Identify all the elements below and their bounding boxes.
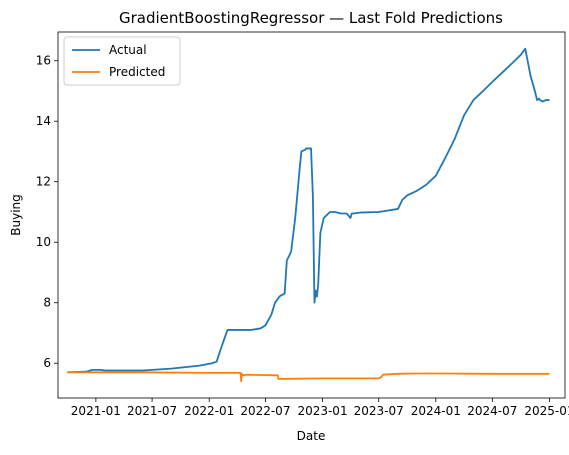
plot-area: [57, 31, 566, 399]
y-tick-label: 10: [36, 235, 51, 249]
y-tick-label: 6: [43, 356, 51, 370]
chart-title: GradientBoostingRegressor — Last Fold Pr…: [119, 9, 503, 27]
x-tick-label: 2023-07: [354, 404, 404, 418]
y-tick-label: 14: [36, 114, 51, 128]
series-layer: [67, 47, 550, 383]
y-axis-label: Buying: [9, 194, 23, 236]
x-tick-label: 2022-01: [184, 404, 234, 418]
series-line-predicted: [67, 371, 550, 383]
plot-background: [58, 32, 565, 398]
plot-frame: [57, 31, 566, 399]
x-tick-label: 2022-07: [240, 404, 290, 418]
x-axis-label: Date: [297, 429, 326, 443]
legend-label-actual: Actual: [109, 43, 147, 57]
x-tick-label: 2023-01: [297, 404, 347, 418]
legend: Actual Predicted: [63, 36, 181, 86]
x-tick-label: 2024-07: [467, 404, 517, 418]
x-tick-label: 2024-01: [411, 404, 461, 418]
y-tick-label: 12: [36, 175, 51, 189]
x-tick-label: 2021-01: [71, 404, 121, 418]
x-tick-label: 2025-01: [524, 404, 569, 418]
series-line-actual: [67, 47, 550, 374]
y-axis: 6 8 10 12 14 16: [36, 54, 58, 370]
legend-frame: [63, 36, 181, 86]
y-tick-label: 16: [36, 54, 51, 68]
x-tick-label: 2021-07: [127, 404, 177, 418]
y-tick-label: 8: [43, 296, 51, 310]
legend-label-predicted: Predicted: [109, 65, 165, 79]
x-axis: 2021-01 2021-07 2022-01 2022-07 2023-01 2023-…: [71, 398, 569, 418]
